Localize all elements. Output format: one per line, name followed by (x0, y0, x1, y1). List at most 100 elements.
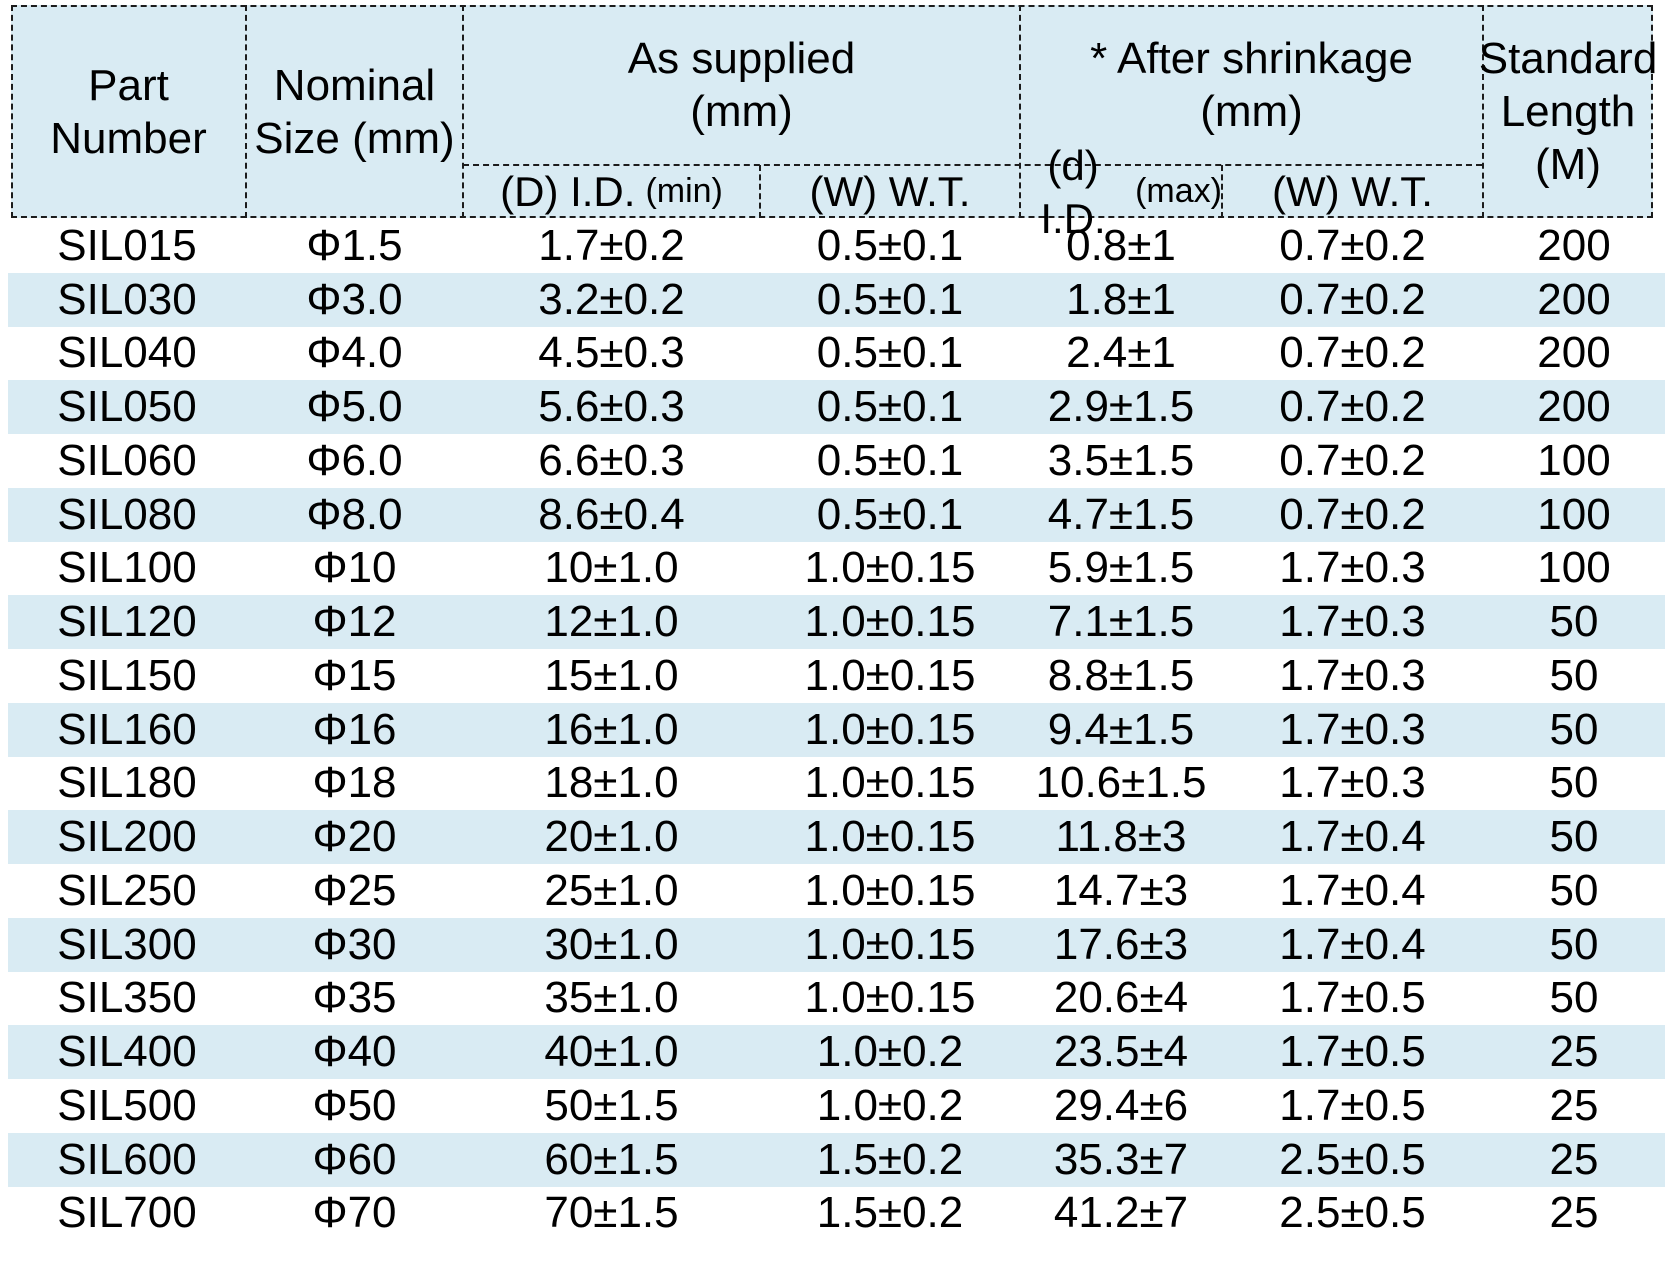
cell-shrink-wt: 1.7±0.5 (1279, 1027, 1426, 1077)
cell-nominal-size: Φ25 (312, 865, 397, 915)
header-divider (1221, 165, 1223, 218)
table-row: SIL160 Φ16 16±1.0 1.0±0.15 9.4±1.5 1.7±0.3 50 (8, 702, 1665, 757)
cell-supplied-wt: 1.0±0.15 (804, 650, 976, 700)
cell-supplied-id: 18±1.0 (544, 758, 679, 808)
supplied-wt-label: (W) W.T. (809, 168, 971, 215)
header-divider (462, 5, 464, 218)
nominal-size-label-line2: Size (mm) (254, 113, 455, 163)
cell-standard-length: 50 (1549, 919, 1599, 969)
cell-standard-length: 200 (1537, 382, 1611, 432)
cell-supplied-id: 50±1.5 (544, 1080, 679, 1130)
cell-shrink-id: 7.1±1.5 (1047, 597, 1195, 647)
nominal-size-label-line1: Nominal (273, 60, 436, 110)
cell-part-number: SIL040 (57, 328, 197, 378)
cell-nominal-size: Φ60 (312, 1134, 397, 1184)
cell-standard-length: 25 (1549, 1134, 1599, 1184)
cell-part-number: SIL400 (57, 1027, 197, 1077)
column-header-shrink-wt: (W) W.T. (1222, 165, 1483, 218)
cell-supplied-id: 30±1.0 (544, 919, 679, 969)
cell-supplied-id: 10±1.0 (544, 543, 679, 593)
cell-nominal-size: Φ3.0 (306, 274, 403, 324)
cell-supplied-wt: 0.5±0.1 (816, 220, 964, 270)
cell-shrink-id: 1.8±1 (1066, 274, 1176, 324)
cell-shrink-id: 2.4±1 (1066, 328, 1176, 378)
cell-shrink-wt: 1.7±0.4 (1279, 812, 1426, 862)
column-group-as-supplied: As supplied (mm) (463, 5, 1020, 165)
header-divider (463, 164, 1482, 166)
cell-part-number: SIL120 (57, 597, 197, 647)
cell-supplied-wt: 1.0±0.15 (804, 758, 976, 808)
column-header-nominal-size: Nominal Size (mm) (246, 5, 463, 218)
supplied-id-qualifier: (min) (645, 172, 723, 210)
shrink-wt-label: (W) W.T. (1272, 168, 1433, 215)
table-row: SIL030 Φ3.0 3.2±0.2 0.5±0.1 1.8±1 0.7±0.2 200 (8, 272, 1665, 327)
cell-supplied-id: 5.6±0.3 (538, 382, 685, 432)
column-header-shrink-id: (d) I.D. (max) (1020, 142, 1222, 242)
cell-nominal-size: Φ20 (312, 812, 397, 862)
table-row: SIL040 Φ4.0 4.5±0.3 0.5±0.1 2.4±1 0.7±0.2 200 (8, 327, 1665, 381)
cell-shrink-id: 35.3±7 (1053, 1134, 1189, 1184)
standard-length-label-line2: Length (1500, 87, 1636, 136)
cell-shrink-wt: 1.7±0.3 (1279, 758, 1426, 808)
cell-part-number: SIL700 (57, 1188, 197, 1238)
shrink-id-qualifier: (max) (1135, 172, 1222, 210)
cell-nominal-size: Φ50 (312, 1080, 397, 1130)
cell-supplied-wt: 1.0±0.15 (804, 812, 976, 862)
column-header-part-number: Part Number (11, 5, 246, 218)
cell-nominal-size: Φ16 (312, 704, 397, 754)
table-row: SIL350 Φ35 35±1.0 1.0±0.15 20.6±4 1.7±0.5 50 (8, 972, 1665, 1026)
cell-shrink-id: 2.9±1.5 (1047, 382, 1195, 432)
table-row: SIL300 Φ30 30±1.0 1.0±0.15 17.6±3 1.7±0.4 50 (8, 917, 1665, 972)
cell-nominal-size: Φ15 (312, 650, 397, 700)
cell-standard-length: 50 (1549, 812, 1599, 862)
cell-standard-length: 50 (1549, 650, 1599, 700)
table-row: SIL200 Φ20 20±1.0 1.0±0.15 11.8±3 1.7±0.4 50 (8, 810, 1665, 864)
cell-supplied-id: 1.7±0.2 (538, 220, 685, 270)
cell-shrink-wt: 1.7±0.3 (1279, 650, 1426, 700)
column-header-supplied-id: (D) I.D. (min) (463, 165, 760, 218)
cell-shrink-wt: 1.7±0.3 (1279, 597, 1426, 647)
cell-supplied-id: 4.5±0.3 (538, 328, 685, 378)
table-row: SIL050 Φ5.0 5.6±0.3 0.5±0.1 2.9±1.5 0.7±0.2 20… (8, 380, 1665, 434)
cell-nominal-size: Φ6.0 (306, 435, 403, 485)
cell-standard-length: 100 (1537, 543, 1611, 593)
cell-supplied-id: 35±1.0 (544, 973, 679, 1023)
cell-part-number: SIL200 (57, 812, 197, 862)
cell-nominal-size: Φ18 (312, 758, 397, 808)
table-row: SIL150 Φ15 15±1.0 1.0±0.15 8.8±1.5 1.7±0.3 50 (8, 649, 1665, 703)
column-header-supplied-wt: (W) W.T. (760, 165, 1020, 218)
standard-length-label-line1: Standard (1478, 34, 1658, 83)
cell-part-number: SIL250 (57, 865, 197, 915)
cell-nominal-size: Φ12 (312, 597, 397, 647)
cell-shrink-wt: 1.7±0.3 (1279, 543, 1426, 593)
cell-shrink-wt: 1.7±0.4 (1279, 919, 1426, 969)
cell-shrink-id: 11.8±3 (1055, 812, 1187, 862)
cell-shrink-id: 23.5±4 (1053, 1027, 1189, 1077)
cell-part-number: SIL015 (57, 220, 197, 270)
cell-supplied-wt: 1.0±0.2 (816, 1027, 964, 1077)
supplied-id-label: (D) I.D. (500, 168, 636, 215)
standard-length-label-line3: (M) (1535, 140, 1601, 189)
cell-shrink-id: 9.4±1.5 (1047, 704, 1195, 754)
after-shrinkage-label-line2: (mm) (1200, 87, 1303, 136)
cell-shrink-wt: 1.7±0.3 (1279, 704, 1426, 754)
cell-supplied-id: 6.6±0.3 (538, 435, 685, 485)
cell-shrink-wt: 0.7±0.2 (1279, 382, 1426, 432)
table-row: SIL100 Φ10 10±1.0 1.0±0.15 5.9±1.5 1.7±0.3 100 (8, 542, 1665, 596)
cell-shrink-id: 8.8±1.5 (1047, 650, 1195, 700)
cell-shrink-id: 29.4±6 (1053, 1080, 1189, 1130)
cell-standard-length: 25 (1549, 1027, 1599, 1077)
cell-nominal-size: Φ1.5 (306, 220, 403, 270)
table-row: SIL700 Φ70 70±1.5 1.5±0.2 41.2±7 2.5±0.5 25 (8, 1187, 1665, 1241)
cell-part-number: SIL300 (57, 919, 197, 969)
cell-standard-length: 200 (1537, 274, 1611, 324)
cell-supplied-wt: 0.5±0.1 (816, 274, 964, 324)
table-row: SIL500 Φ50 50±1.5 1.0±0.2 29.4±6 1.7±0.5 25 (8, 1079, 1665, 1133)
cell-supplied-wt: 1.5±0.2 (816, 1188, 964, 1238)
cell-shrink-wt: 0.7±0.2 (1279, 220, 1426, 270)
cell-shrink-id: 4.7±1.5 (1047, 489, 1195, 539)
as-supplied-label-line2: (mm) (690, 87, 793, 136)
cell-supplied-id: 16±1.0 (544, 704, 679, 754)
cell-nominal-size: Φ40 (312, 1027, 397, 1077)
